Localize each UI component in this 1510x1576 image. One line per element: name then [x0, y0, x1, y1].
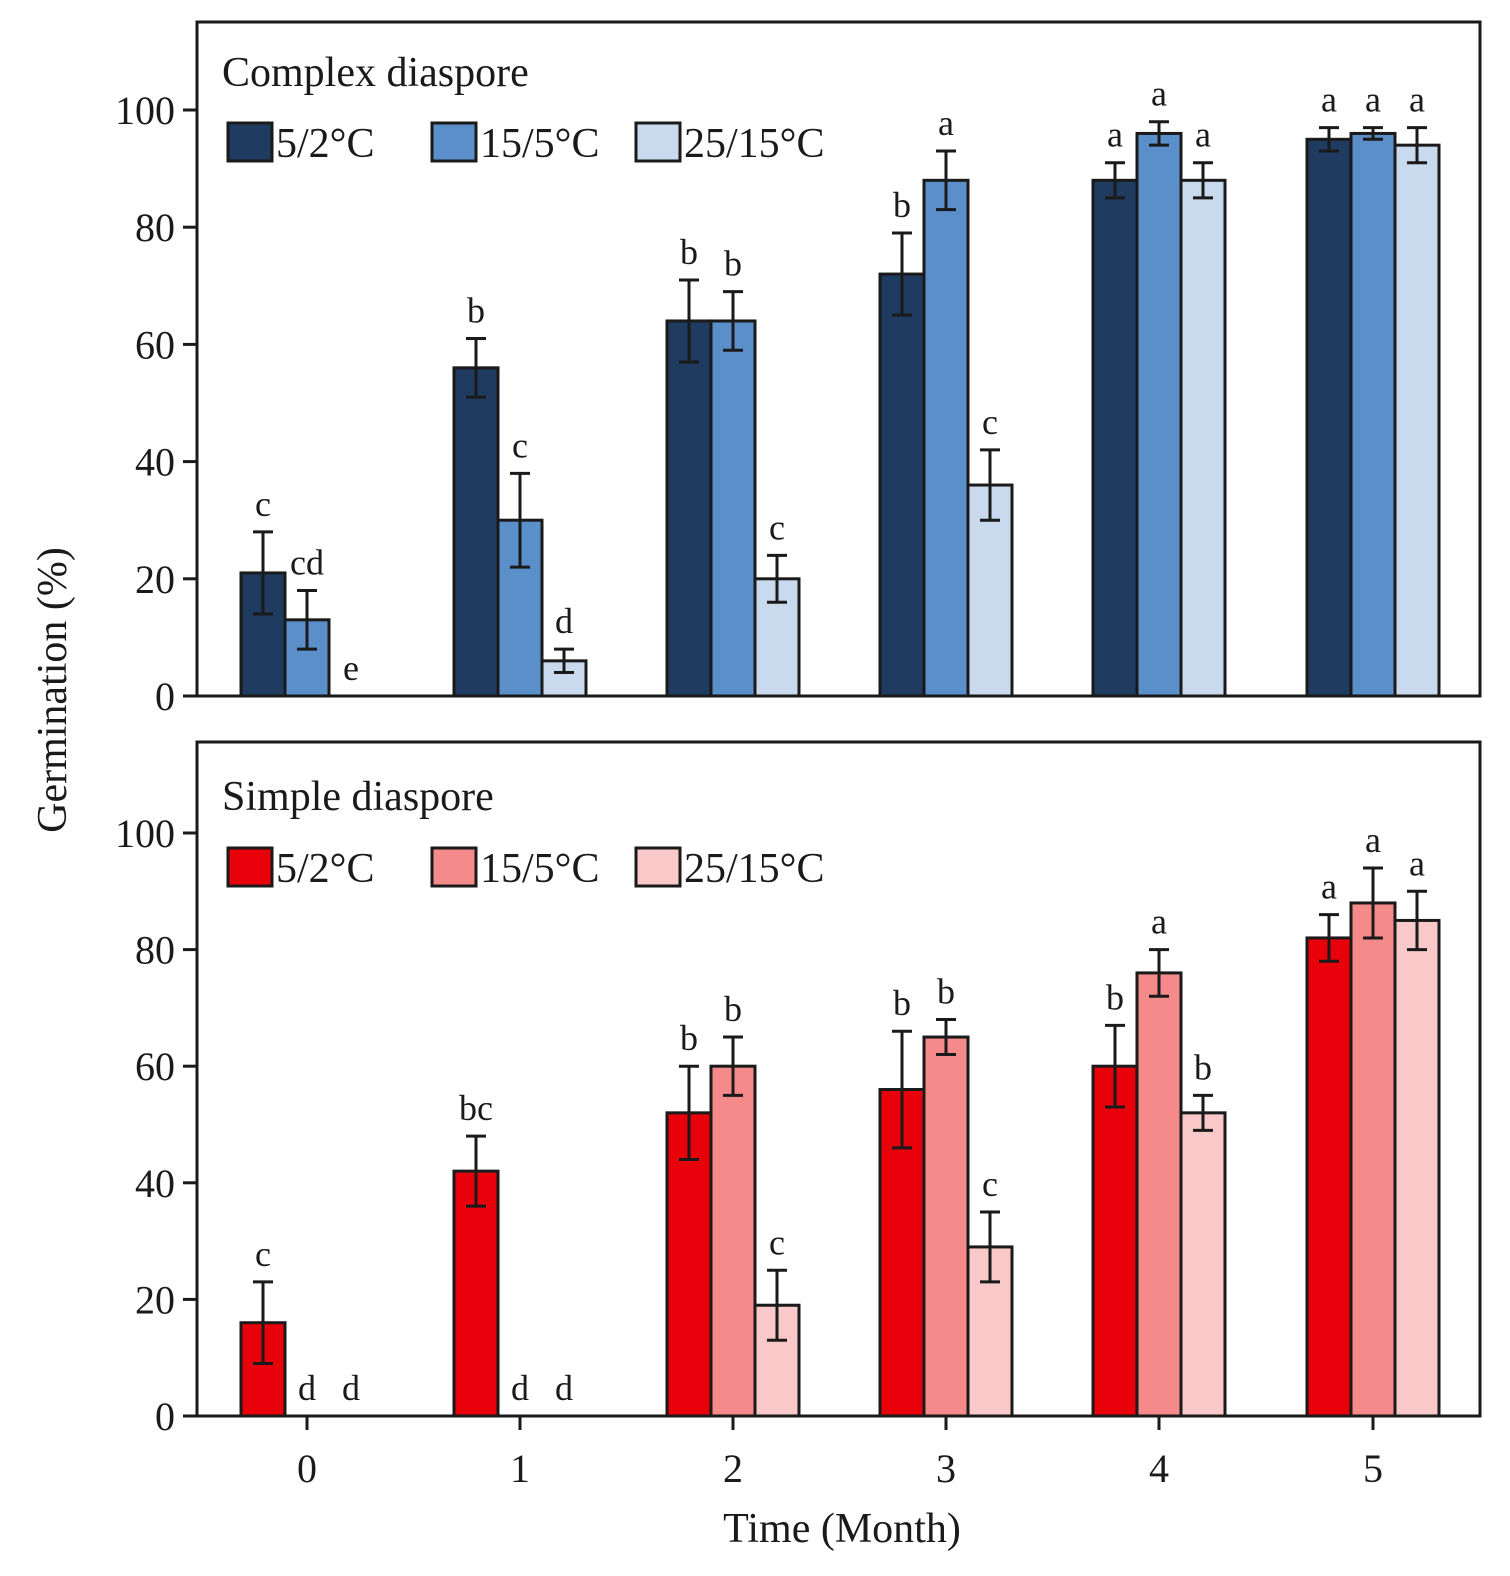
significance-label: bc: [459, 1088, 493, 1128]
bar: [665, 319, 713, 698]
significance-label: a: [1321, 867, 1337, 907]
y-tick-label: 0: [155, 674, 175, 719]
significance-label: c: [255, 1234, 271, 1274]
significance-label: d: [555, 601, 573, 641]
significance-label: b: [893, 983, 911, 1023]
x-tick-label: 3: [936, 1446, 956, 1491]
x-tick-label: 0: [297, 1446, 317, 1491]
complex-diaspore-panel: 0 20 40 60 80 100 Complex diaspore 5/2°C 15/5°C 2…: [115, 20, 1482, 719]
bar: [452, 366, 500, 698]
significance-label: b: [724, 244, 742, 284]
significance-label: a: [1151, 902, 1167, 942]
bar: [922, 178, 970, 698]
y-tick-label: 20: [135, 557, 175, 602]
significance-label: b: [724, 989, 742, 1029]
significance-label: a: [1321, 80, 1337, 120]
significance-label: b: [680, 232, 698, 272]
significance-label: a: [1409, 80, 1425, 120]
y-tick-label: 60: [135, 322, 175, 367]
legend-label: 15/5°C: [480, 846, 599, 892]
x-axis: 0 1 2 3 4 5: [297, 1416, 1383, 1491]
bar: [452, 1169, 500, 1418]
bar: [1179, 1111, 1227, 1418]
simple-diaspore-panel: 0 20 40 60 80 100 Simple diaspore 5/2°C 15/5°C 25…: [115, 740, 1482, 1439]
legend-label: 15/5°C: [480, 121, 599, 167]
y-tick-label: 20: [135, 1277, 175, 1322]
significance-label: c: [255, 484, 271, 524]
significance-label: d: [342, 1368, 360, 1408]
panel-title: Simple diaspore: [222, 774, 494, 820]
bar: [1091, 1064, 1139, 1418]
bar: [1349, 131, 1397, 698]
y-tick-label: 0: [155, 1394, 175, 1439]
x-tick-label: 2: [723, 1446, 743, 1491]
significance-label: c: [512, 425, 528, 465]
legend-swatch: [634, 121, 682, 163]
legend-label: 5/2°C: [276, 846, 374, 892]
legend-swatch: [430, 121, 478, 163]
y-tick-label: 60: [135, 1044, 175, 1089]
significance-label: a: [1107, 115, 1123, 155]
bar: [1305, 936, 1353, 1418]
y-tick-label: 40: [135, 1161, 175, 1206]
bar: [922, 1035, 970, 1418]
significance-label: b: [937, 972, 955, 1012]
legend-swatch: [430, 846, 478, 888]
significance-label: c: [769, 507, 785, 547]
significance-label: b: [1194, 1047, 1212, 1087]
significance-label: c: [769, 1222, 785, 1262]
legend-label: 5/2°C: [276, 121, 374, 167]
significance-label: a: [1365, 820, 1381, 860]
significance-label: d: [298, 1368, 316, 1408]
y-tick-label: 80: [135, 205, 175, 250]
significance-label: e: [343, 648, 359, 688]
legend-swatch: [226, 121, 274, 163]
significance-label: c: [982, 1164, 998, 1204]
legend-label: 25/15°C: [684, 846, 824, 892]
x-tick-label: 4: [1149, 1446, 1169, 1491]
y-tick-label: 100: [115, 88, 175, 133]
significance-label: a: [938, 103, 954, 143]
y-tick-label: 80: [135, 928, 175, 973]
x-tick-label: 5: [1363, 1446, 1383, 1491]
bar: [878, 272, 926, 698]
bar: [1305, 137, 1353, 698]
legend-label: 25/15°C: [684, 121, 824, 167]
panel-title: Complex diaspore: [222, 50, 529, 96]
bar: [709, 1064, 757, 1418]
significance-label: c: [982, 402, 998, 442]
significance-label: a: [1195, 115, 1211, 155]
significance-label: d: [555, 1368, 573, 1408]
significance-label: cd: [290, 543, 324, 583]
significance-label: a: [1151, 74, 1167, 114]
plot-frame: [195, 740, 1482, 1418]
legend-swatch: [226, 846, 274, 888]
y-tick-label: 100: [115, 811, 175, 856]
y-axis-title: Germination (%): [30, 547, 76, 833]
y-tick-label: 40: [135, 440, 175, 485]
significance-label: b: [1106, 977, 1124, 1017]
plot-frame: [195, 20, 1482, 698]
bar: [1135, 971, 1183, 1418]
x-tick-label: 1: [510, 1446, 530, 1491]
bar: [1393, 143, 1441, 698]
bar: [1393, 918, 1441, 1418]
bar: [1135, 131, 1183, 698]
significance-label: a: [1365, 80, 1381, 120]
bar: [1349, 901, 1397, 1418]
bar: [1179, 178, 1227, 698]
significance-label: a: [1409, 843, 1425, 883]
significance-label: d: [511, 1368, 529, 1408]
legend-swatch: [634, 846, 682, 888]
significance-label: b: [467, 291, 485, 331]
significance-label: b: [893, 185, 911, 225]
significance-label: b: [680, 1018, 698, 1058]
x-axis-title: Time (Month): [723, 1506, 961, 1552]
bar: [709, 319, 757, 698]
bar: [1091, 178, 1139, 698]
